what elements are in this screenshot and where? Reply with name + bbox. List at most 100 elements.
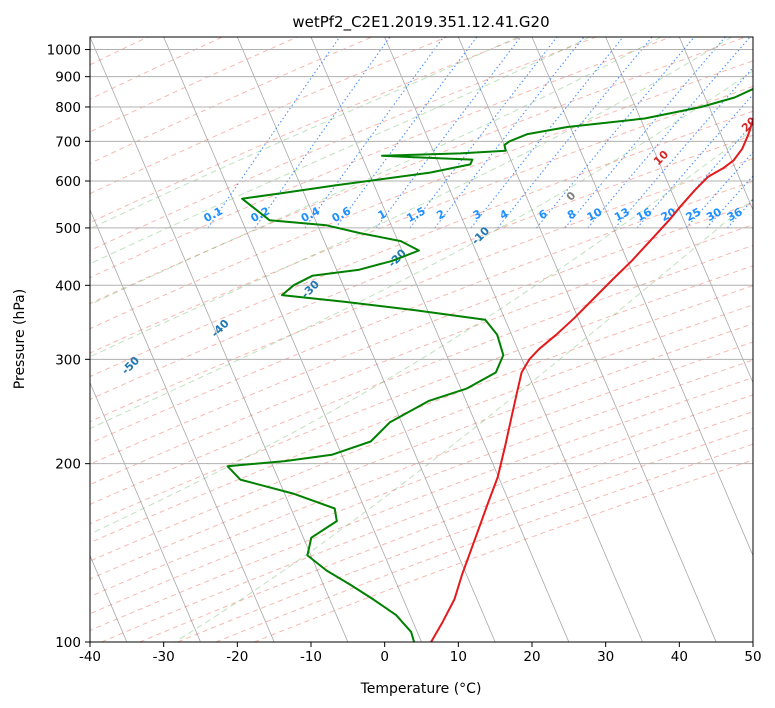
x-tick-label: -30 <box>153 649 175 665</box>
mixing-ratio-line <box>636 93 753 229</box>
dry-adiabat-line <box>254 459 753 642</box>
isotherm-line <box>90 381 201 642</box>
dry-adiabat-line <box>90 37 671 279</box>
y-tick-label: 800 <box>55 100 81 116</box>
isotherm-line <box>163 37 422 642</box>
dry-adiabat-line <box>0 37 73 642</box>
y-tick-label: 1000 <box>47 43 81 59</box>
dry-adiabat-line <box>90 202 753 465</box>
background-line-labels: 0.10.20.40.611.52346810131620253036-100-… <box>27 114 753 420</box>
isotherm-line <box>310 37 570 642</box>
moist-adiabat-line <box>90 70 753 430</box>
dry-adiabat-line <box>90 304 753 562</box>
x-tick-label: -40 <box>79 649 101 665</box>
moist-adiabat-line <box>90 37 519 230</box>
mixing-ratio-label: 25 <box>684 205 704 224</box>
isotherm-line <box>752 37 753 39</box>
moist-adiabat-line <box>90 37 591 265</box>
isotherm-line <box>90 208 275 642</box>
y-tick-label: 500 <box>55 221 81 237</box>
mixing-ratio-line <box>375 37 522 229</box>
plot-area: 0.10.20.40.611.52346810131620253036-100-… <box>0 37 753 642</box>
dewpoint-profile-line <box>226 87 753 642</box>
y-tick-label: 400 <box>55 278 81 294</box>
mixing-ratio-line <box>434 37 585 229</box>
y-tick-label: 700 <box>55 134 81 150</box>
mixing-ratio-label: 1.5 <box>404 204 427 225</box>
pressure-gridlines <box>90 49 753 642</box>
dry-adiabat-line <box>90 37 447 195</box>
mixing-ratio-line <box>207 37 341 229</box>
dry-adiabat-line <box>90 37 298 133</box>
profile-series <box>226 87 753 642</box>
x-tick-label: 50 <box>744 649 761 665</box>
x-tick-label: 30 <box>597 649 614 665</box>
y-tick-label: 900 <box>55 70 81 86</box>
moist-adiabat-line <box>90 37 662 306</box>
y-tick-label: 600 <box>55 174 81 190</box>
x-axis-ticks: -40 -30 -20 -10 0 10 20 30 40 50 <box>79 642 762 665</box>
dry-adiabat-line <box>90 110 753 378</box>
x-axis-label: Temperature (°C) <box>360 681 482 697</box>
dry-adiabat-line <box>90 37 223 100</box>
moist-adiabat-line <box>174 198 753 642</box>
mixing-ratio-label: 16 <box>634 205 654 224</box>
dry-adiabat-line <box>90 377 753 632</box>
isotherm-line <box>531 37 753 557</box>
y-axis-ticks: 100 200 300 400 500 600 700 800 900 1000 <box>47 43 90 651</box>
mixing-ratio-line <box>497 37 653 229</box>
dry-adiabats <box>0 37 753 642</box>
dry-adiabat-line <box>90 341 753 598</box>
x-tick-label: 40 <box>671 649 688 665</box>
mixing-ratio-label: 30 <box>704 205 724 224</box>
isotherm-line <box>678 37 753 211</box>
dry-adiabat-line <box>90 37 373 164</box>
mixing-ratio-line <box>660 122 753 229</box>
chart-title: wetPf2_C2E1.2019.351.12.41.G20 <box>292 13 549 32</box>
plot-frame <box>89 36 754 643</box>
isotherm-line <box>90 37 349 642</box>
mixing-ratio-line <box>614 66 753 229</box>
isotherm-label: -50 <box>119 354 142 377</box>
mixing-ratio-line <box>564 37 726 229</box>
mixing-ratio-line <box>726 198 753 229</box>
dry-adiabat-line <box>177 427 753 642</box>
mixing-ratio-line <box>335 37 478 229</box>
moist-adiabats <box>90 37 753 642</box>
dry-adiabat-line <box>139 411 753 642</box>
isotherm-line <box>236 37 496 642</box>
dry-adiabat-line <box>90 60 753 330</box>
mixing-ratio-line <box>587 37 751 229</box>
mixing-ratio-label: 10 <box>585 205 605 224</box>
dry-adiabat-line <box>90 265 753 525</box>
isotherm-lines <box>90 37 753 642</box>
mixing-ratio-label: 13 <box>612 205 632 224</box>
isotherm-line <box>384 37 643 642</box>
dry-adiabat-line <box>90 37 522 224</box>
isotherm-label: 0 <box>564 189 579 204</box>
isotherm-label: -40 <box>209 317 232 340</box>
dry-adiabat-line <box>90 158 753 423</box>
y-tick-label: 100 <box>55 635 81 651</box>
isotherm-line <box>457 37 717 642</box>
isotherm-label: -60 <box>27 397 50 420</box>
mixing-ratio-label: 20 <box>659 205 679 224</box>
dry-adiabat-line <box>90 37 597 252</box>
x-tick-label: -10 <box>300 649 322 665</box>
temperature-profile-line <box>430 115 753 642</box>
mixing-ratio-label: 0.6 <box>330 204 354 225</box>
dry-adiabat-line <box>90 359 753 615</box>
x-tick-label: -20 <box>226 649 248 665</box>
dry-adiabat-line <box>215 443 753 642</box>
x-tick-label: 10 <box>450 649 467 665</box>
x-tick-label: 0 <box>380 649 389 665</box>
mixing-ratio-line <box>536 37 695 229</box>
moist-adiabat-line <box>90 128 753 535</box>
isotherm-line <box>605 37 753 384</box>
mixing-ratio-line <box>254 37 391 229</box>
moist-adiabat-line <box>90 37 732 358</box>
mixing-ratio-label: 0.4 <box>299 204 323 225</box>
mixing-ratio-line <box>470 37 624 229</box>
